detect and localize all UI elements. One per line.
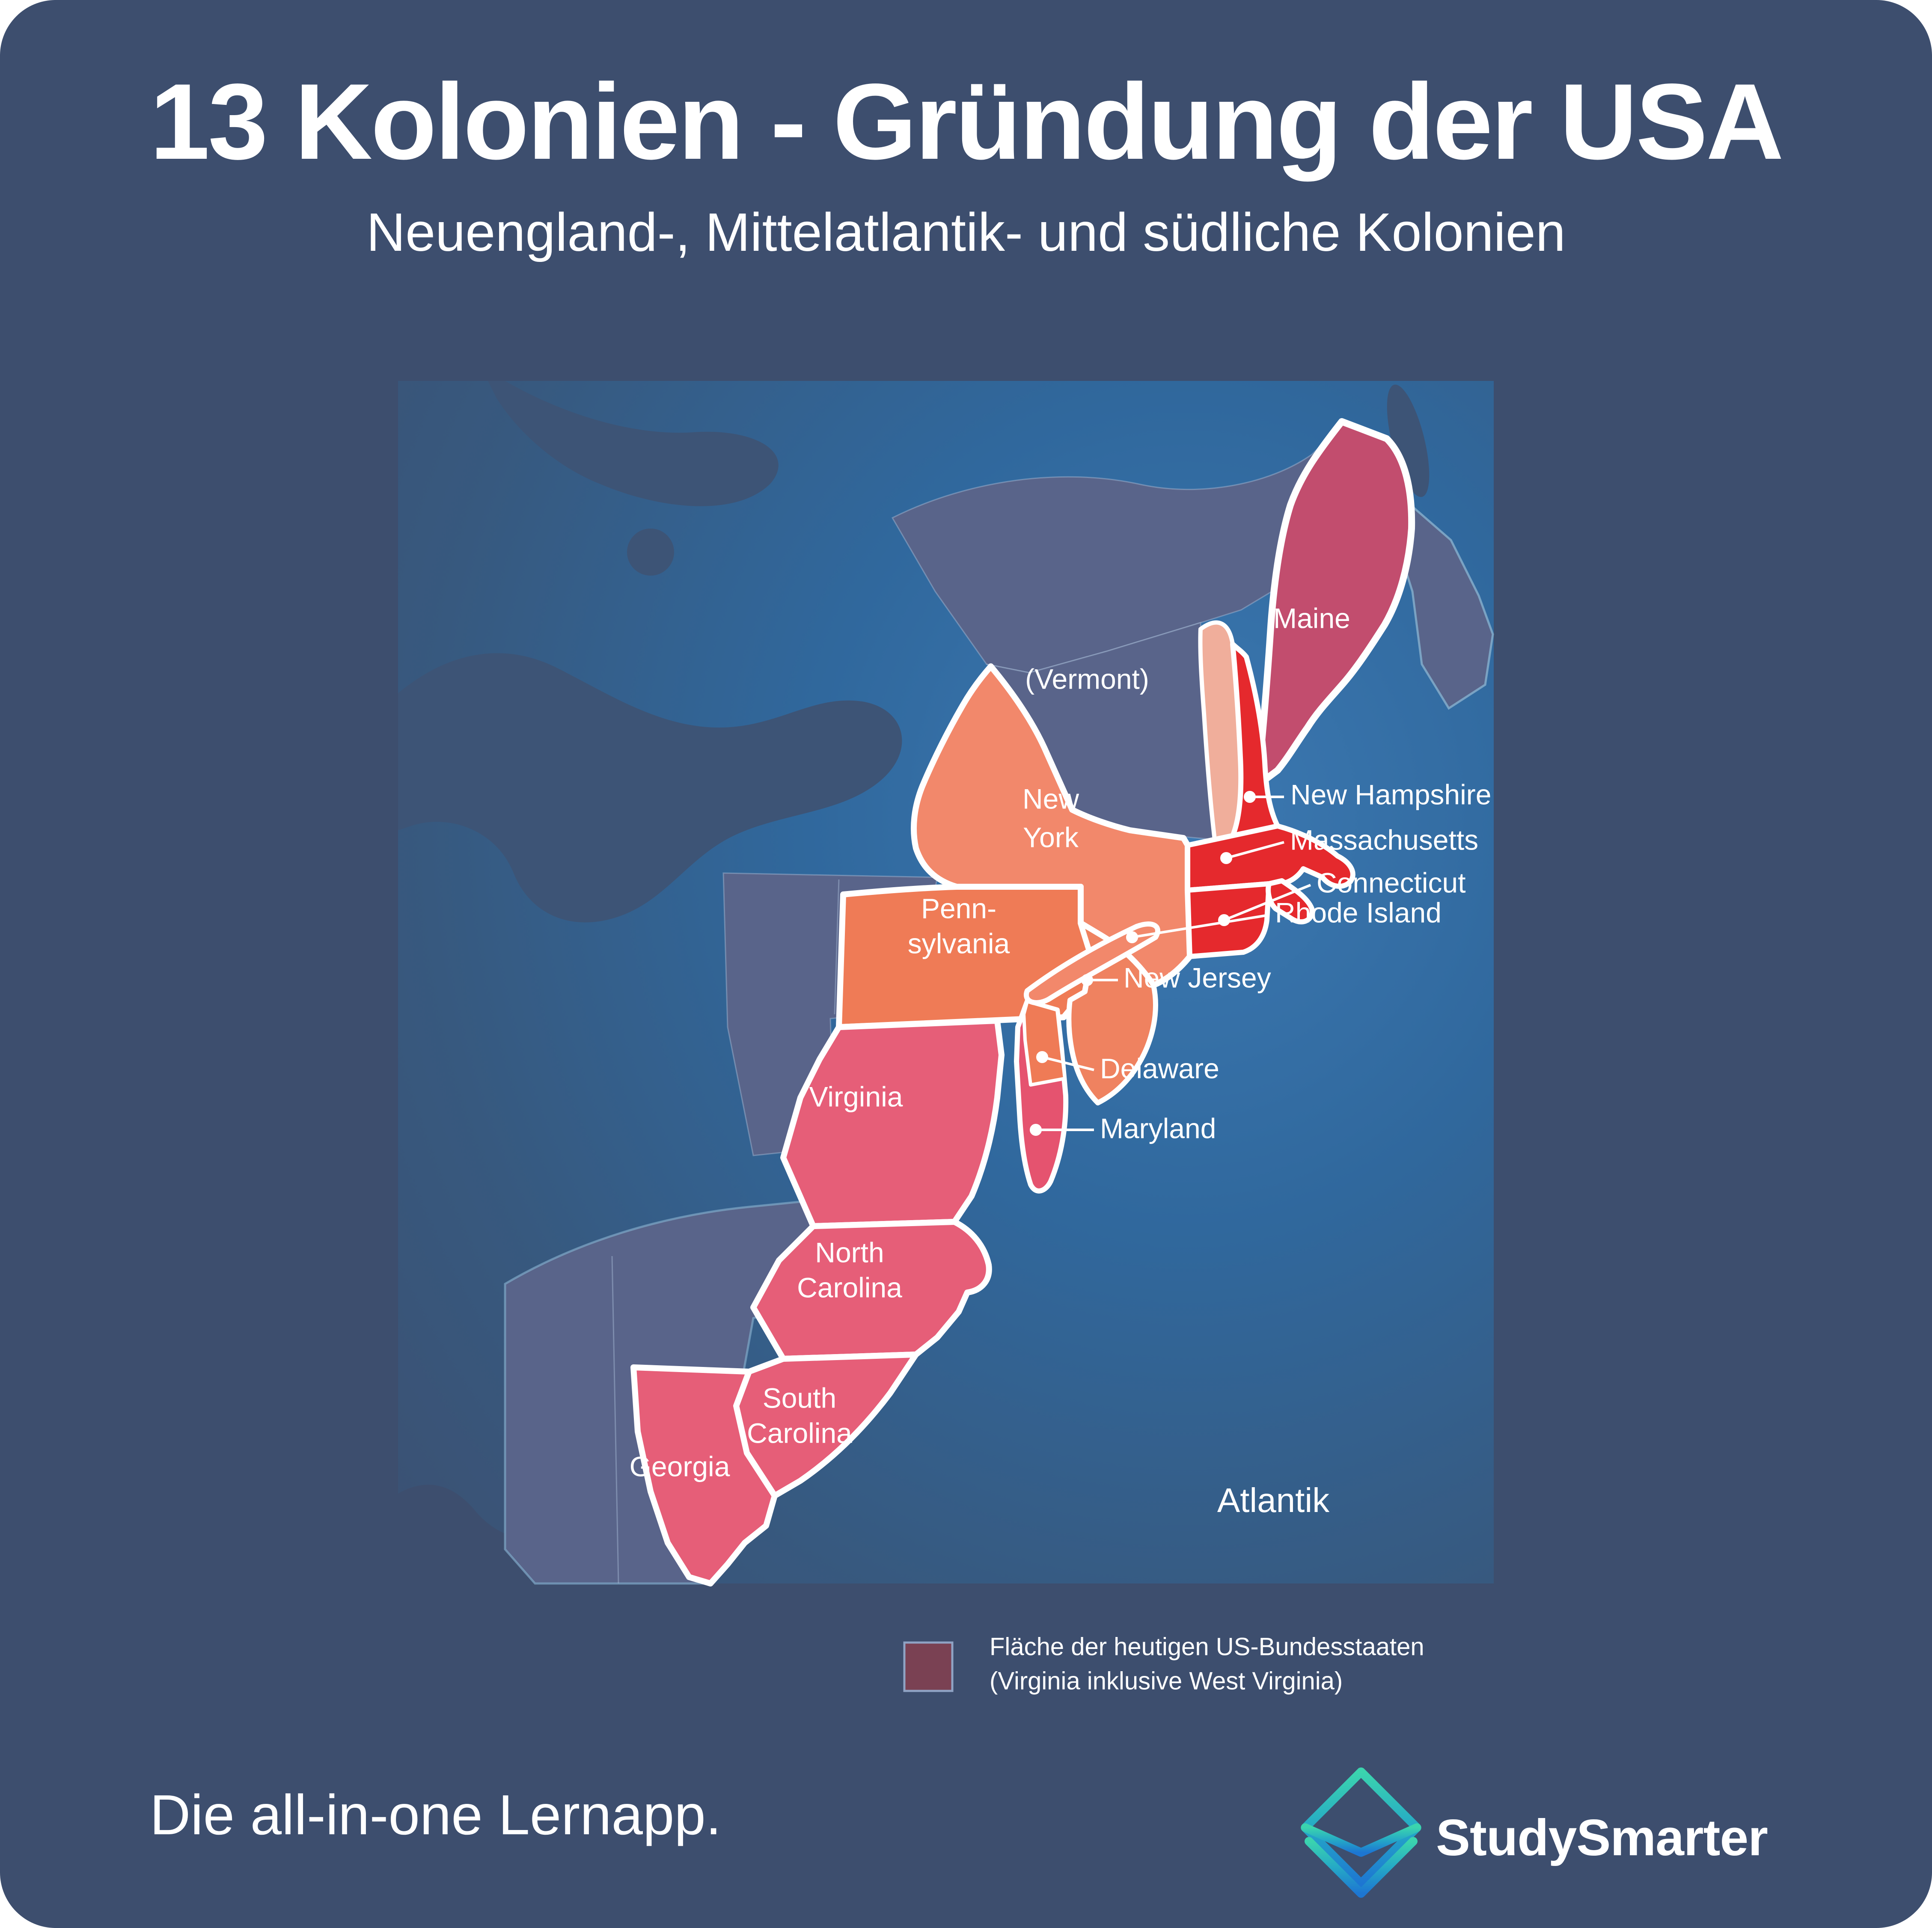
new-jersey-leader-dot — [1081, 974, 1093, 986]
connecticut-leader-line — [1223, 884, 1311, 921]
legend-text-line2: (Virginia inklusive West Virginia) — [990, 1667, 1343, 1695]
leader-lines-group — [1030, 791, 1311, 1136]
studysmarter-wordmark: StudySmarter — [1436, 1809, 1768, 1866]
new-york-label-1: New — [1022, 783, 1079, 814]
south-carolina-label-1: South — [763, 1382, 836, 1414]
virginia-label: Virginia — [809, 1081, 903, 1112]
delaware-leader-line — [1042, 1056, 1094, 1071]
legend-text-line1: Fläche der heutigen US-Bundesstaaten — [990, 1633, 1424, 1661]
page-title: 13 Kolonien - Gründung der USA — [149, 62, 1784, 182]
north-carolina-label-2: Carolina — [797, 1271, 902, 1303]
massachusetts-leader-line — [1226, 841, 1284, 859]
footer-tagline: Die all-in-one Lernapp. — [150, 1783, 722, 1846]
connecticut-label: Connecticut — [1317, 867, 1466, 898]
atlantic-ocean-label: Atlantik — [1217, 1481, 1330, 1519]
legend: Fläche der heutigen US-Bundesstaaten (Vi… — [903, 1633, 1424, 1695]
delaware-shape — [1022, 1000, 1067, 1087]
new-jersey-label: New Jersey — [1124, 962, 1271, 993]
north-carolina-label-1: North — [815, 1236, 884, 1268]
massachusetts-label: Massachusetts — [1290, 824, 1478, 856]
north-carolina-shape — [750, 1219, 992, 1362]
colonies-group — [630, 418, 1415, 1586]
upper-lake-shape — [488, 381, 779, 506]
new-hampshire-shape — [1229, 642, 1280, 841]
delaware-label: Delaware — [1100, 1052, 1219, 1084]
new-york-label-2: York — [1023, 821, 1079, 853]
maine-label: Maine — [1273, 602, 1350, 634]
south-carolina-shape — [733, 1352, 919, 1499]
legend-swatch — [903, 1641, 954, 1692]
small-lake-shape — [627, 529, 674, 576]
logo-lower-v — [1305, 1837, 1418, 1898]
west-state-border — [834, 879, 840, 1015]
new-hampshire-leader-dot — [1244, 791, 1256, 803]
map-labels-group: Maine (Vermont) New Hampshire Massachuse… — [630, 602, 1492, 1519]
rhode-island-label: Rhode Island — [1275, 897, 1442, 928]
maryland-leader-dot — [1030, 1124, 1042, 1136]
south-state-border — [611, 1256, 619, 1584]
rhode-island-leader-dot — [1126, 931, 1138, 943]
georgia-shape — [630, 1364, 778, 1586]
maryland-label: Maryland — [1100, 1112, 1216, 1144]
south-carolina-label-2: Carolina — [747, 1417, 852, 1449]
studysmarter-logo-icon — [1301, 1767, 1421, 1898]
massachusetts-shape — [1185, 823, 1355, 893]
vermont-label: (Vermont) — [1025, 663, 1149, 695]
long-island-strip-shape — [1024, 921, 1160, 1005]
pennsylvania-label-2: sylvania — [908, 927, 1010, 959]
champlain-lake-shape — [1387, 384, 1430, 497]
pennsylvania-label-1: Penn- — [921, 892, 996, 924]
delaware-leader-dot — [1036, 1051, 1048, 1063]
maine-shape — [1254, 418, 1415, 789]
page-subtitle: Neuengland-, Mittelatlantik- und südlich… — [366, 202, 1566, 262]
new-hampshire-label: New Hampshire — [1290, 778, 1491, 810]
rhode-island-leader-line — [1132, 914, 1269, 939]
massachusetts-leader-dot — [1220, 852, 1232, 864]
great-lakes-shape — [398, 653, 902, 923]
georgia-label: Georgia — [630, 1450, 730, 1482]
